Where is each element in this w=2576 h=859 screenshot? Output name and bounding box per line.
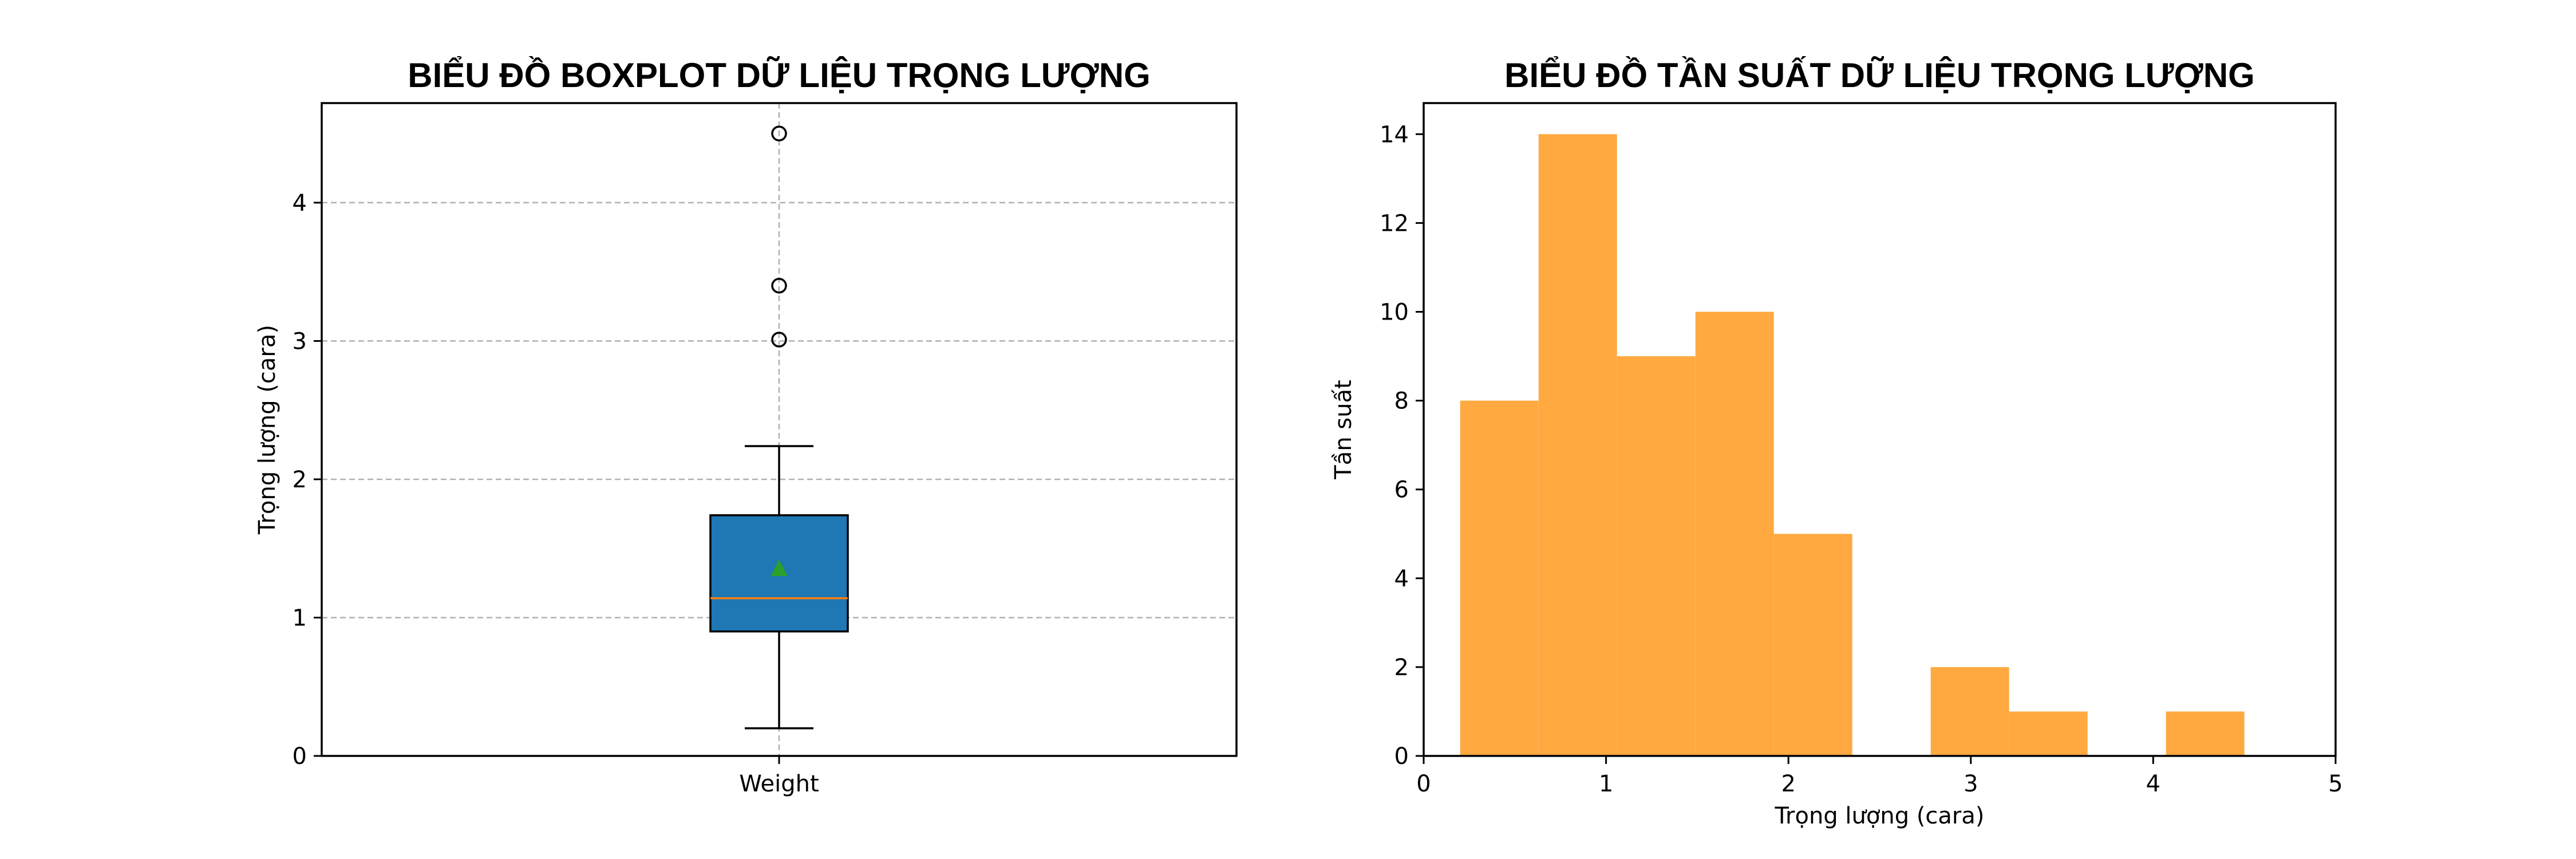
boxplot-mean-marker (771, 559, 788, 576)
histogram-y-tick-label: 14 (1380, 121, 1409, 148)
histogram-bar (1617, 356, 1696, 756)
histogram-y-tick-label: 12 (1380, 210, 1409, 237)
histogram-bar (1773, 534, 1852, 756)
histogram-axes-frame (1423, 102, 2337, 757)
boxplot-chart: 0 1 2 3 4 Weight BIỂU ĐỒ BOXPLOT DỮ LIỆU TRỌN… (254, 56, 1238, 797)
histogram-x-tick-label: 3 (1963, 771, 1978, 797)
boxplot-x-tick-label: Weight (739, 771, 819, 797)
histogram-bar (1538, 134, 1617, 756)
boxplot-outlier-point (771, 125, 787, 141)
boxplot-title: BIỂU ĐỒ BOXPLOT DỮ LIỆU TRỌNG LƯỢNG (408, 56, 1150, 94)
boxplot-marks (709, 125, 849, 730)
boxplot-y-tick-label: 4 (293, 190, 307, 216)
histogram-bars (1460, 134, 2245, 756)
histogram-y-tick-label: 2 (1394, 655, 1409, 681)
histogram-bar (2166, 711, 2245, 756)
histogram-x-tick-label: 1 (1599, 771, 1613, 797)
histogram-y-tick-label: 10 (1380, 299, 1409, 325)
boxplot-y-tick-label: 0 (293, 743, 307, 770)
histogram-y-tick-label: 8 (1394, 388, 1409, 415)
histogram-bar (1695, 312, 1774, 756)
histogram-bar (1930, 667, 2009, 756)
histogram-y-tick-label: 6 (1394, 477, 1409, 503)
boxplot-y-tick-label: 2 (293, 467, 307, 493)
histogram-bar (1460, 400, 1539, 756)
histogram-title: BIỂU ĐỒ TẦN SUẤT DỮ LIỆU TRỌNG LƯỢNG (1504, 56, 2255, 94)
histogram-bar (2009, 711, 2088, 756)
histogram-y-tick-label: 4 (1394, 566, 1409, 592)
boxplot-ticks: 0 1 2 3 4 Weight (293, 190, 819, 797)
histogram-x-tick-label: 2 (1781, 771, 1795, 797)
histogram-y-tick-label: 0 (1394, 743, 1409, 770)
boxplot-outlier-point (771, 332, 787, 348)
boxplot-y-axis-label: Trọng lượng (cara) (254, 325, 280, 535)
histogram-x-tick-label: 0 (1416, 771, 1431, 797)
histogram-x-tick-label: 5 (2328, 771, 2342, 797)
boxplot-y-tick-label: 1 (293, 605, 307, 631)
histogram-y-axis-label: Tần suất (1330, 380, 1357, 479)
boxplot-outlier-point (771, 278, 787, 294)
boxplot-y-tick-label: 3 (293, 328, 307, 354)
histogram-x-tick-label: 4 (2146, 771, 2160, 797)
histogram-x-axis-label: Trọng lượng (cara) (1775, 803, 1985, 829)
